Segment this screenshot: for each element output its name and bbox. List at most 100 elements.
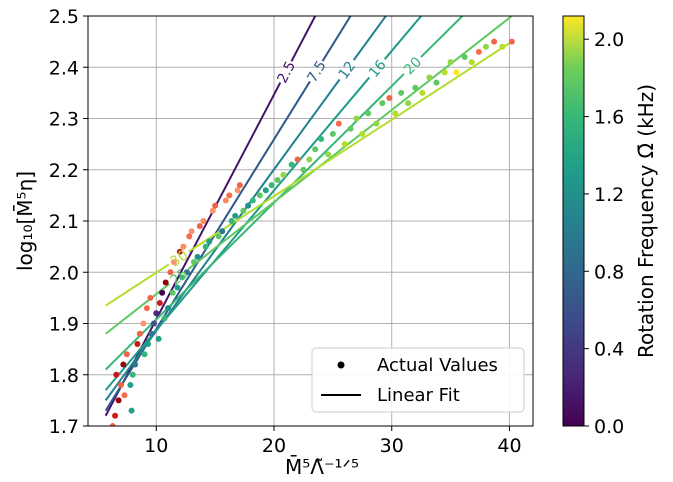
legend-dot-marker bbox=[337, 361, 345, 369]
data-point bbox=[392, 110, 399, 117]
data-point bbox=[475, 48, 482, 55]
fit-line-segment bbox=[420, 16, 464, 58]
data-point bbox=[347, 125, 354, 132]
y-tick-label: 1.9 bbox=[49, 314, 79, 336]
data-point bbox=[245, 202, 252, 209]
data-point bbox=[419, 89, 426, 96]
data-point bbox=[268, 182, 275, 189]
data-point bbox=[148, 330, 155, 337]
data-point bbox=[212, 202, 219, 209]
data-point bbox=[147, 294, 154, 301]
data-point bbox=[294, 156, 301, 163]
data-point bbox=[202, 243, 209, 250]
data-point bbox=[145, 341, 152, 347]
data-point bbox=[156, 300, 163, 306]
data-point bbox=[240, 207, 247, 214]
y-tick-label: 2.3 bbox=[49, 109, 79, 131]
data-point bbox=[300, 166, 307, 173]
legend: Actual Values Linear Fit bbox=[311, 347, 525, 413]
fit-line-segment bbox=[352, 16, 387, 61]
data-point bbox=[196, 223, 203, 230]
fit-line-segment bbox=[383, 16, 422, 60]
data-point bbox=[186, 233, 193, 240]
data-point bbox=[222, 197, 229, 204]
data-point bbox=[386, 95, 393, 101]
data-point bbox=[141, 351, 148, 358]
data-point bbox=[120, 361, 127, 368]
colorbar-ticks: 0.0 0.4 0.8 1.2 1.6 2.0 bbox=[584, 29, 624, 438]
data-point bbox=[136, 330, 143, 337]
data-point bbox=[159, 289, 166, 296]
data-point bbox=[129, 371, 136, 378]
data-point bbox=[170, 259, 177, 265]
data-point bbox=[140, 320, 147, 327]
data-point bbox=[335, 120, 342, 127]
data-point bbox=[412, 84, 419, 91]
data-point bbox=[433, 79, 440, 86]
data-point bbox=[234, 187, 241, 194]
y-axis-ticks: 1.7 1.8 1.9 2.0 2.1 2.2 2.3 2.4 2.5 bbox=[49, 6, 88, 438]
data-point bbox=[280, 171, 287, 178]
legend-box bbox=[311, 347, 525, 413]
x-axis-ticks: 10 20 30 40 bbox=[144, 426, 522, 457]
colorbar-tick-label: 0.0 bbox=[594, 416, 624, 438]
x-tick-label: 40 bbox=[497, 435, 521, 457]
fit-line-segment bbox=[105, 283, 170, 335]
data-point bbox=[143, 305, 150, 312]
data-point bbox=[365, 110, 372, 117]
y-axis-label: log₁₀[M̄⁵η] bbox=[12, 171, 37, 271]
data-point bbox=[206, 238, 213, 245]
data-point bbox=[117, 382, 124, 388]
colorbar-label: Rotation Frequency Ω̄ (kHz) bbox=[634, 84, 658, 358]
data-point bbox=[194, 253, 201, 260]
y-tick-label: 2.2 bbox=[49, 160, 79, 182]
data-point bbox=[161, 315, 168, 322]
data-point bbox=[176, 248, 183, 255]
data-point bbox=[447, 59, 454, 66]
data-point bbox=[128, 407, 135, 414]
data-point bbox=[236, 182, 243, 189]
data-point bbox=[318, 136, 325, 142]
scatter-points bbox=[109, 38, 515, 426]
data-point bbox=[288, 161, 295, 168]
y-tick-label: 1.7 bbox=[49, 416, 79, 438]
y-tick-label: 2.1 bbox=[49, 211, 79, 233]
data-point bbox=[341, 141, 348, 148]
data-point bbox=[249, 197, 256, 204]
data-point bbox=[499, 43, 506, 50]
data-point bbox=[426, 74, 433, 81]
data-point bbox=[508, 38, 515, 45]
data-point bbox=[169, 289, 176, 296]
data-point bbox=[461, 54, 468, 60]
data-point bbox=[134, 341, 141, 347]
data-point bbox=[232, 212, 239, 219]
y-tick-label: 1.8 bbox=[49, 365, 79, 387]
data-point bbox=[188, 228, 195, 235]
legend-label-actual-values: Actual Values bbox=[377, 355, 498, 376]
fit-line-segment bbox=[290, 16, 317, 62]
data-point bbox=[482, 43, 489, 50]
data-point bbox=[167, 269, 174, 276]
data-point bbox=[115, 397, 122, 404]
data-point bbox=[123, 351, 130, 358]
fit-line-segment bbox=[104, 73, 405, 371]
data-point bbox=[306, 156, 313, 163]
y-tick-label: 2.0 bbox=[49, 262, 79, 284]
fit-line-segment bbox=[104, 78, 341, 401]
data-point bbox=[121, 392, 128, 399]
fit-line-segment bbox=[187, 16, 513, 270]
x-axis-label: M̄⁵Λ̃⁻¹ᐟ⁵ bbox=[285, 454, 359, 479]
colorbar-gradient bbox=[562, 15, 585, 427]
data-point bbox=[200, 218, 207, 224]
data-point bbox=[127, 382, 134, 388]
data-point bbox=[153, 310, 160, 317]
data-point bbox=[162, 279, 169, 286]
colorbar: 0.0 0.4 0.8 1.2 1.6 2.0 Rotation Frequency Ω̄… bbox=[562, 15, 658, 438]
data-point bbox=[359, 130, 366, 137]
fit-line-segment bbox=[105, 263, 170, 307]
data-point bbox=[180, 243, 187, 250]
fit-line-segment bbox=[104, 76, 371, 391]
data-point bbox=[155, 335, 162, 342]
fit-line-segment bbox=[188, 40, 513, 253]
data-point bbox=[398, 89, 405, 96]
